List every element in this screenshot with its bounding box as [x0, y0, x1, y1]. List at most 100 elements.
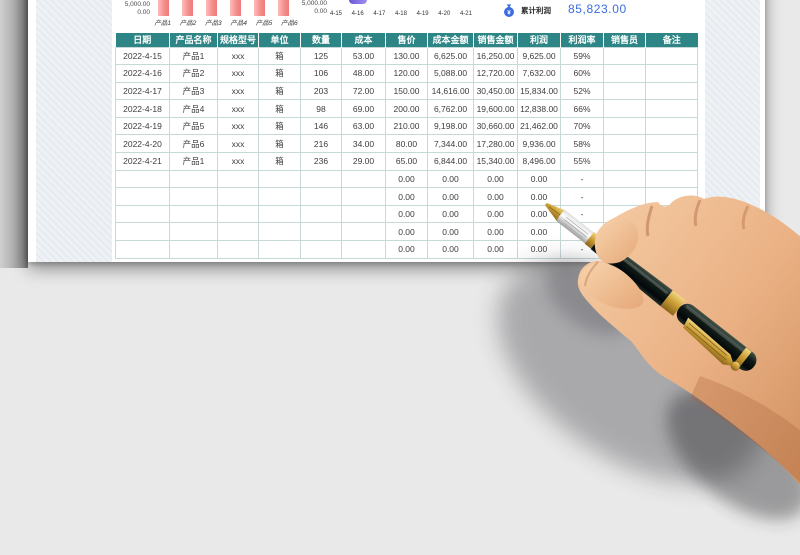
table-cell[interactable]	[115, 240, 170, 259]
table-cell[interactable]: 216	[300, 134, 342, 154]
table-cell[interactable]: 0.00	[427, 187, 474, 206]
table-cell[interactable]: xxx	[217, 64, 259, 83]
table-cell[interactable]: 0.00	[427, 169, 474, 189]
table-cell[interactable]	[300, 222, 342, 242]
table-cell[interactable]	[169, 187, 218, 206]
bar-chart-bars	[158, 0, 289, 16]
table-cell[interactable]: 2022-4-18	[115, 99, 170, 118]
table-row: 2022-4-21 产品1 xxx 箱 236 29.00 65.00 6,844.00 15,…	[115, 152, 698, 171]
table-cell[interactable]: -	[560, 187, 604, 206]
table-cell[interactable]	[169, 222, 218, 242]
date-label: 4-18	[394, 11, 407, 17]
table-cell[interactable]: 70%	[560, 116, 604, 136]
table-cell[interactable]: 0.00	[473, 240, 518, 259]
table-cell[interactable]: 0.00	[427, 222, 474, 242]
table-cell[interactable]	[603, 169, 646, 189]
table-cell[interactable]	[603, 152, 646, 171]
table-cell[interactable]: 产品5	[169, 116, 218, 136]
table-cell[interactable]	[645, 134, 698, 154]
table-cell[interactable]	[217, 169, 259, 189]
table-cell[interactable]: 63.00	[341, 116, 386, 136]
table-cell[interactable]: 0.00	[517, 169, 561, 189]
table-cell[interactable]: 30,450.00	[473, 81, 518, 101]
table-cell[interactable]: 15,340.00	[473, 152, 518, 171]
table-cell[interactable]	[300, 169, 342, 189]
table-cell[interactable]	[341, 187, 386, 206]
table-cell[interactable]	[217, 222, 259, 242]
table-cell[interactable]	[645, 99, 698, 118]
table-cell[interactable]: 产品3	[169, 81, 218, 101]
table-cell[interactable]	[645, 64, 698, 83]
table-cell[interactable]: 2022-4-17	[115, 81, 170, 101]
table-cell[interactable]: 16,250.00	[473, 46, 518, 66]
table-cell[interactable]: 9,625.00	[517, 46, 561, 66]
table-cell[interactable]: 0.00	[385, 187, 428, 206]
table-cell[interactable]: 15,834.00	[517, 81, 561, 101]
table-cell[interactable]	[115, 169, 170, 189]
table-cell[interactable]	[603, 99, 646, 118]
table-cell[interactable]	[645, 81, 698, 101]
table-cell[interactable]: 5,088.00	[427, 64, 474, 83]
table-cell[interactable]: 146	[300, 116, 342, 136]
table-cell[interactable]: 箱	[258, 81, 301, 101]
table-cell[interactable]	[645, 169, 698, 189]
table-cell[interactable]: 210.00	[385, 116, 428, 136]
table-cell[interactable]	[645, 152, 698, 171]
table-cell[interactable]	[603, 81, 646, 101]
table-cell[interactable]: 0.00	[517, 187, 561, 206]
table-cell[interactable]: 65.00	[385, 152, 428, 171]
table-cell[interactable]: 80.00	[385, 134, 428, 154]
table-cell[interactable]: 98	[300, 99, 342, 118]
table-cell[interactable]	[300, 240, 342, 259]
table-cell[interactable]: xxx	[217, 152, 259, 171]
table-cell[interactable]: 0.00	[385, 169, 428, 189]
table-cell[interactable]	[115, 187, 170, 206]
table-cell[interactable]: 0.00	[473, 187, 518, 206]
table-cell[interactable]: 0.00	[385, 222, 428, 242]
table-cell[interactable]	[258, 187, 301, 206]
table-cell[interactable]: 箱	[258, 99, 301, 118]
table-cell[interactable]: 14,616.00	[427, 81, 474, 101]
table-cell[interactable]: 200.00	[385, 99, 428, 118]
table-cell[interactable]	[645, 46, 698, 66]
table-cell[interactable]: 72.00	[341, 81, 386, 101]
table-cell[interactable]: 0.00	[427, 204, 474, 224]
table-cell[interactable]: 产品2	[169, 64, 218, 83]
table-cell[interactable]: 59%	[560, 46, 604, 66]
table-cell[interactable]: 2022-4-15	[115, 46, 170, 66]
table-cell[interactable]: 236	[300, 152, 342, 171]
table-cell[interactable]: xxx	[217, 46, 259, 66]
table-cell[interactable]: 0.00	[427, 240, 474, 259]
table-cell[interactable]	[603, 116, 646, 136]
table-cell[interactable]	[603, 187, 646, 206]
table-cell[interactable]: 17,280.00	[473, 134, 518, 154]
table-cell[interactable]: 产品1	[169, 152, 218, 171]
table-cell[interactable]: 产品4	[169, 99, 218, 118]
table-cell[interactable]: 60%	[560, 64, 604, 83]
table-cell[interactable]: 9,198.00	[427, 116, 474, 136]
table-cell[interactable]: 48.00	[341, 64, 386, 83]
table-cell[interactable]: 箱	[258, 116, 301, 136]
table-cell[interactable]: 106	[300, 64, 342, 83]
table-cell[interactable]	[169, 240, 218, 259]
column-header: 成本金额	[427, 33, 474, 47]
table-cell[interactable]: 66%	[560, 99, 604, 118]
table-cell[interactable]: 150.00	[385, 81, 428, 101]
table-cell[interactable]: 7,344.00	[427, 134, 474, 154]
table-cell[interactable]: 125	[300, 46, 342, 66]
table-cell[interactable]: 29.00	[341, 152, 386, 171]
table-cell[interactable]: 6,762.00	[427, 99, 474, 118]
table-cell[interactable]: 2022-4-20	[115, 134, 170, 154]
table-cell[interactable]: 0.00	[385, 204, 428, 224]
table-cell[interactable]: 30,660.00	[473, 116, 518, 136]
table-cell[interactable]	[115, 222, 170, 242]
table-cell[interactable]: 6,625.00	[427, 46, 474, 66]
table-cell[interactable]: 12,838.00	[517, 99, 561, 118]
table-cell[interactable]: 8,496.00	[517, 152, 561, 171]
table-cell[interactable]: 21,462.00	[517, 116, 561, 136]
table-cell[interactable]: 2022-4-16	[115, 64, 170, 83]
table-cell[interactable]	[217, 240, 259, 259]
bar-chart-ytick-top: 5,000.00	[124, 1, 150, 8]
table-cell[interactable]	[258, 240, 301, 259]
